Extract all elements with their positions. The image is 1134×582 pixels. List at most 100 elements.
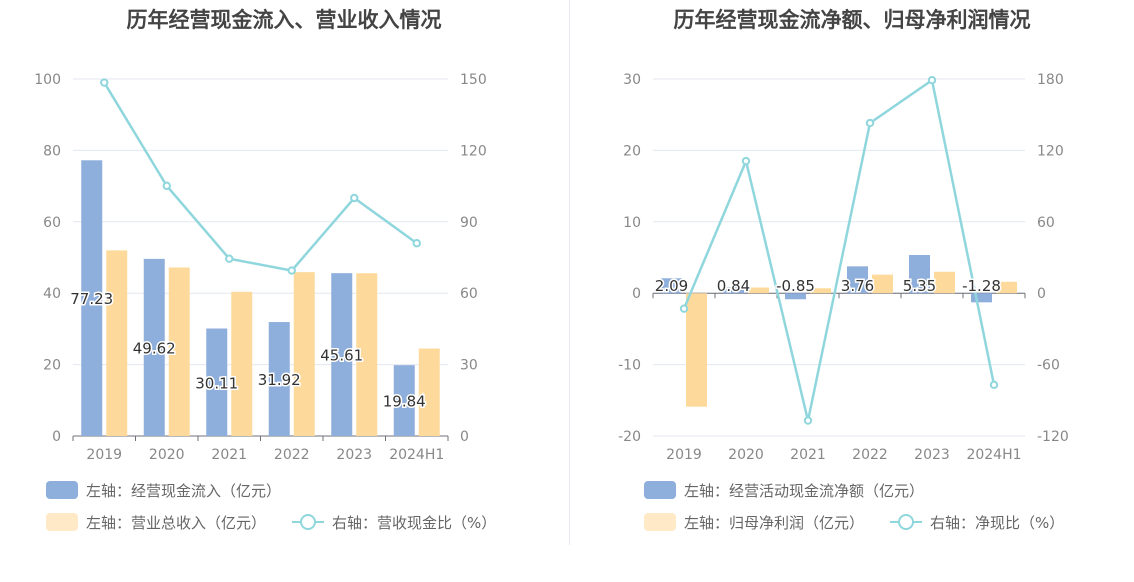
right-bar-secondary [810,288,831,294]
left-bar-data-label: 19.84 [383,393,426,411]
legend-label-revenue: 左轴：营业总收入（亿元） [86,513,267,532]
left-ratio-point [100,78,109,87]
right-ratio-point [865,118,875,128]
legend-item-cash-ratio[interactable]: 右轴：营收现金比（%） [292,510,496,534]
left-y-left-tick: 60 [43,215,61,231]
left-y-right-tick: 30 [460,358,478,374]
legend-label-net-profit: 左轴：归母净利润（亿元） [684,513,865,532]
left-bar-data-label: 30.11 [195,374,238,392]
right-y-left-tick: -20 [618,429,641,445]
right-bar-data-label: -1.28 [962,277,1001,295]
right-bar-secondary [872,274,893,294]
left-bar-secondary [231,291,253,436]
legend-swatch-cash-inflow [46,481,78,499]
left-chart-title: 历年经营现金流入、营业收入情况 [126,8,442,32]
left-y-right-tick: 0 [460,429,469,445]
left-bar-secondary [293,272,315,436]
left-ratio-point [350,193,359,203]
left-ratio-point [162,181,171,191]
right-bar-secondary [934,271,955,294]
right-y-left-tick: 30 [623,72,641,88]
right-ratio-point [803,416,813,425]
right-bar-primary [847,266,868,294]
left-bar-secondary [106,250,128,436]
left-bar-primary [206,328,228,436]
legend-item-cash-inflow[interactable]: 左轴：经营现金流入（亿元） [46,478,281,502]
left-x-tick-label: 2019 [86,447,122,463]
right-y-right-tick: 180 [1037,72,1064,88]
legend-item-revenue[interactable]: 左轴：营业总收入（亿元） [46,510,266,534]
right-y-left-tick: 20 [623,143,641,159]
right-bar-secondary [996,281,1017,294]
left-y-right-tick: 150 [460,72,487,88]
left-bar-primary [268,322,290,436]
left-y-left-tick: 100 [34,72,61,88]
left-ratio-point [225,254,234,263]
panel-divider [569,0,570,545]
legend-label-cash-ratio: 右轴：营收现金比（%） [332,513,497,532]
right-ratio-point [679,304,689,313]
left-x-tick-label: 2020 [149,447,185,463]
left-bar-data-label: 31.92 [258,371,301,389]
right-x-tick-label: 2023 [914,447,950,463]
left-x-tick-label: 2021 [211,447,247,463]
right-bar-primary [785,293,806,300]
left-y-right-tick: 90 [460,215,478,231]
right-chart-title: 历年经营现金流净额、归母净利润情况 [673,8,1031,32]
legend-label-cash-inflow: 左轴：经营现金流入（亿元） [86,481,282,500]
left-bar-primary [143,258,165,436]
left-chart-svg: 100 150 80 120 60 90 40 60 20 30 0 0 2019 2020 2021 202… [34,72,487,463]
right-bar-primary [723,287,744,294]
right-y-left-tick: -10 [618,358,641,374]
right-ratio-point [741,156,751,166]
left-y-left-tick: 20 [43,358,61,374]
legend-swatch-net-profit [644,513,676,531]
right-x-tick-label: 2021 [790,447,826,463]
legend-swatch-net-cash-ratio [890,513,922,531]
left-bar-secondary [168,267,190,436]
right-ratio-point [989,380,999,390]
right-ratio-point [927,75,937,85]
right-bar-primary [661,278,682,294]
left-y-left-tick: 0 [52,429,61,445]
left-x-tick-label: 2024H1 [389,447,444,463]
right-bar-data-label: -0.85 [776,277,815,295]
left-y-left-tick: 80 [43,143,61,159]
right-x-tick-label: 2020 [728,447,764,463]
right-x-tick-label: 2024H1 [966,447,1021,463]
right-bar-data-label: 3.76 [841,277,874,295]
left-x-tick-label: 2023 [336,447,372,463]
right-y-right-tick: -60 [1037,358,1060,374]
right-x-tick-label: 2022 [852,447,888,463]
right-bar-secondary [748,287,769,294]
right-ratio-line [682,78,996,421]
right-x-tick-label: 2019 [666,447,702,463]
legend-item-net-cash-ratio[interactable]: 右轴：净现比（%） [890,510,1064,534]
left-x-tick-label: 2022 [274,447,310,463]
left-bar-secondary [356,273,378,436]
legend-swatch-net-cashflow [644,481,676,499]
right-chart-panel: 历年经营现金流净额、归母净利润情况 30 180 20 120 10 60 0 0 -10 -60… [570,0,1134,582]
right-bar-primary [971,293,992,303]
right-y-right-tick: 60 [1037,215,1055,231]
right-bar-secondary [686,293,707,407]
legend-swatch-revenue [46,513,78,531]
right-chart-svg: 30 180 20 120 10 60 0 0 -10 -60 -20 -120 2019 2020 202… [618,72,1069,463]
left-ratio-point [412,239,421,248]
left-ratio-point [287,266,296,275]
legend-item-net-cashflow[interactable]: 左轴：经营活动现金流净额（亿元） [644,478,924,502]
right-y-right-tick: 0 [1037,286,1046,302]
right-y-right-tick: 120 [1037,143,1064,159]
left-bar-data-label: 45.61 [320,347,363,365]
right-y-left-tick: 10 [623,215,641,231]
right-y-right-tick: -120 [1037,429,1069,445]
right-y-left-tick: 0 [632,286,641,302]
left-y-right-tick: 60 [460,286,478,302]
legend-label-net-cash-ratio: 右轴：净现比（%） [930,513,1065,532]
left-y-right-tick: 120 [460,143,487,159]
right-bar-data-label: 5.35 [903,277,936,295]
left-y-left-tick: 40 [43,286,61,302]
legend-item-net-profit[interactable]: 左轴：归母净利润（亿元） [644,510,864,534]
left-chart-panel: 历年经营现金流入、营业收入情况 100 150 80 120 60 90 40 60 20 30 0… [34,8,496,534]
left-bar-primary [331,273,353,436]
